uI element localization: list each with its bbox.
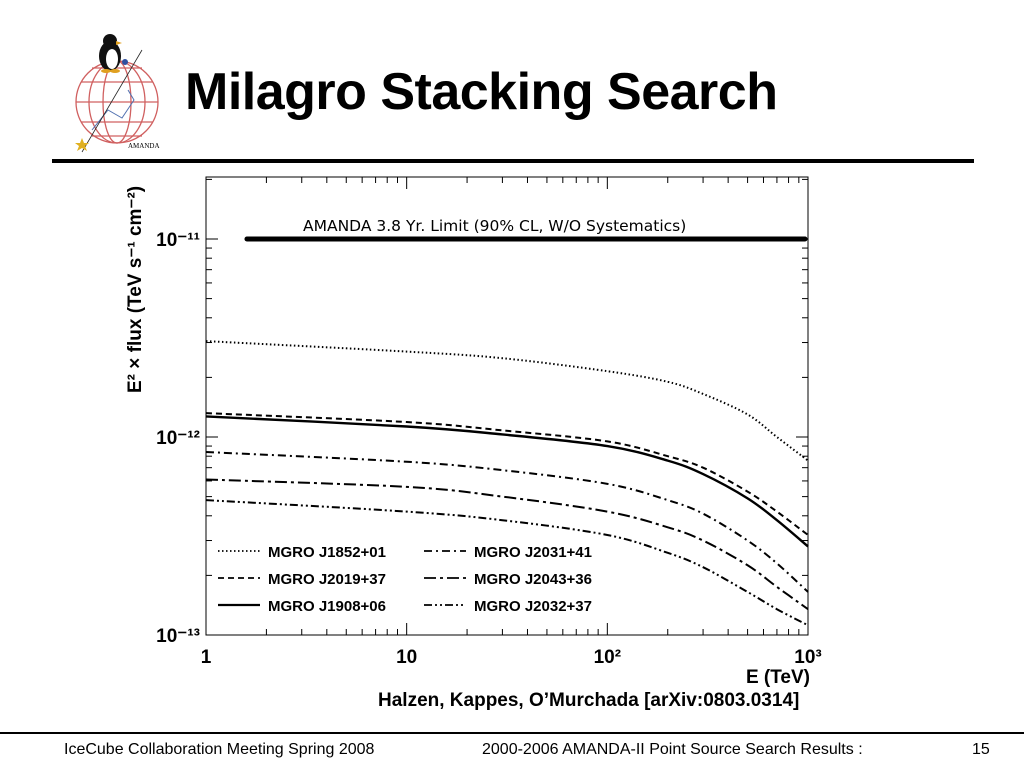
series-line-mgro-j2019-37 [205, 412, 809, 536]
y-axis-label: E² × flux (TeV s⁻¹ cm⁻²) [125, 186, 146, 393]
logo-text: AMANDA [128, 142, 160, 150]
legend-label: MGRO J1852+01 [268, 544, 386, 561]
legend-label: MGRO J2032+37 [474, 598, 592, 615]
plot-frame [205, 176, 809, 636]
x-minor-ticks [205, 177, 809, 635]
legend: MGRO J1852+01 MGRO J2031+41 MGRO J2019+37 M… [218, 544, 592, 615]
limit-line-label: AMANDA 3.8 Yr. Limit (90% CL, W/O System… [303, 217, 686, 235]
penguin-icon [99, 34, 122, 73]
slide-title: Milagro Stacking Search [185, 63, 778, 121]
y-minor-ticks [206, 178, 808, 636]
x-tick-label: 1 [201, 647, 212, 668]
y-tick-label: 10⁻¹³ [156, 626, 200, 647]
x-tick-label: 10 [396, 647, 417, 668]
series-line-mgro-j2043-36 [205, 478, 809, 611]
legend-label: MGRO J2043+36 [474, 571, 592, 588]
footer-meeting: IceCube Collaboration Meeting Spring 200… [64, 741, 375, 758]
x-tick-labels: 1 10 10² 10³ [201, 647, 822, 668]
series-line-mgro-j1852-01 [205, 340, 809, 462]
citation: Halzen, Kappes, O’Murchada [arXiv:0803.0… [378, 690, 800, 711]
y-tick-label: 10⁻¹¹ [156, 230, 200, 251]
x-tick-label: 10² [594, 647, 621, 668]
amanda-logo: AMANDA [75, 34, 160, 153]
footer-talk-title: 2000-2006 AMANDA-II Point Source Search … [482, 741, 863, 758]
y-tick-labels: 10⁻¹³ 10⁻¹² 10⁻¹¹ [156, 230, 200, 647]
legend-label: MGRO J2031+41 [474, 544, 592, 561]
series-line-mgro-j2031-41 [205, 450, 809, 593]
series-lines [205, 340, 809, 627]
series-line-mgro-j1908-06 [205, 415, 809, 548]
y-tick-label: 10⁻¹² [156, 428, 200, 449]
footer-divider [0, 732, 1024, 734]
page-number: 15 [972, 741, 990, 758]
x-axis-label: E (TeV) [746, 667, 810, 688]
legend-label: MGRO J2019+37 [268, 571, 386, 588]
legend-label: MGRO J1908+06 [268, 598, 386, 615]
title-divider [52, 159, 974, 163]
series-line-mgro-j2032-37 [205, 499, 809, 627]
x-tick-label: 10³ [794, 647, 821, 668]
